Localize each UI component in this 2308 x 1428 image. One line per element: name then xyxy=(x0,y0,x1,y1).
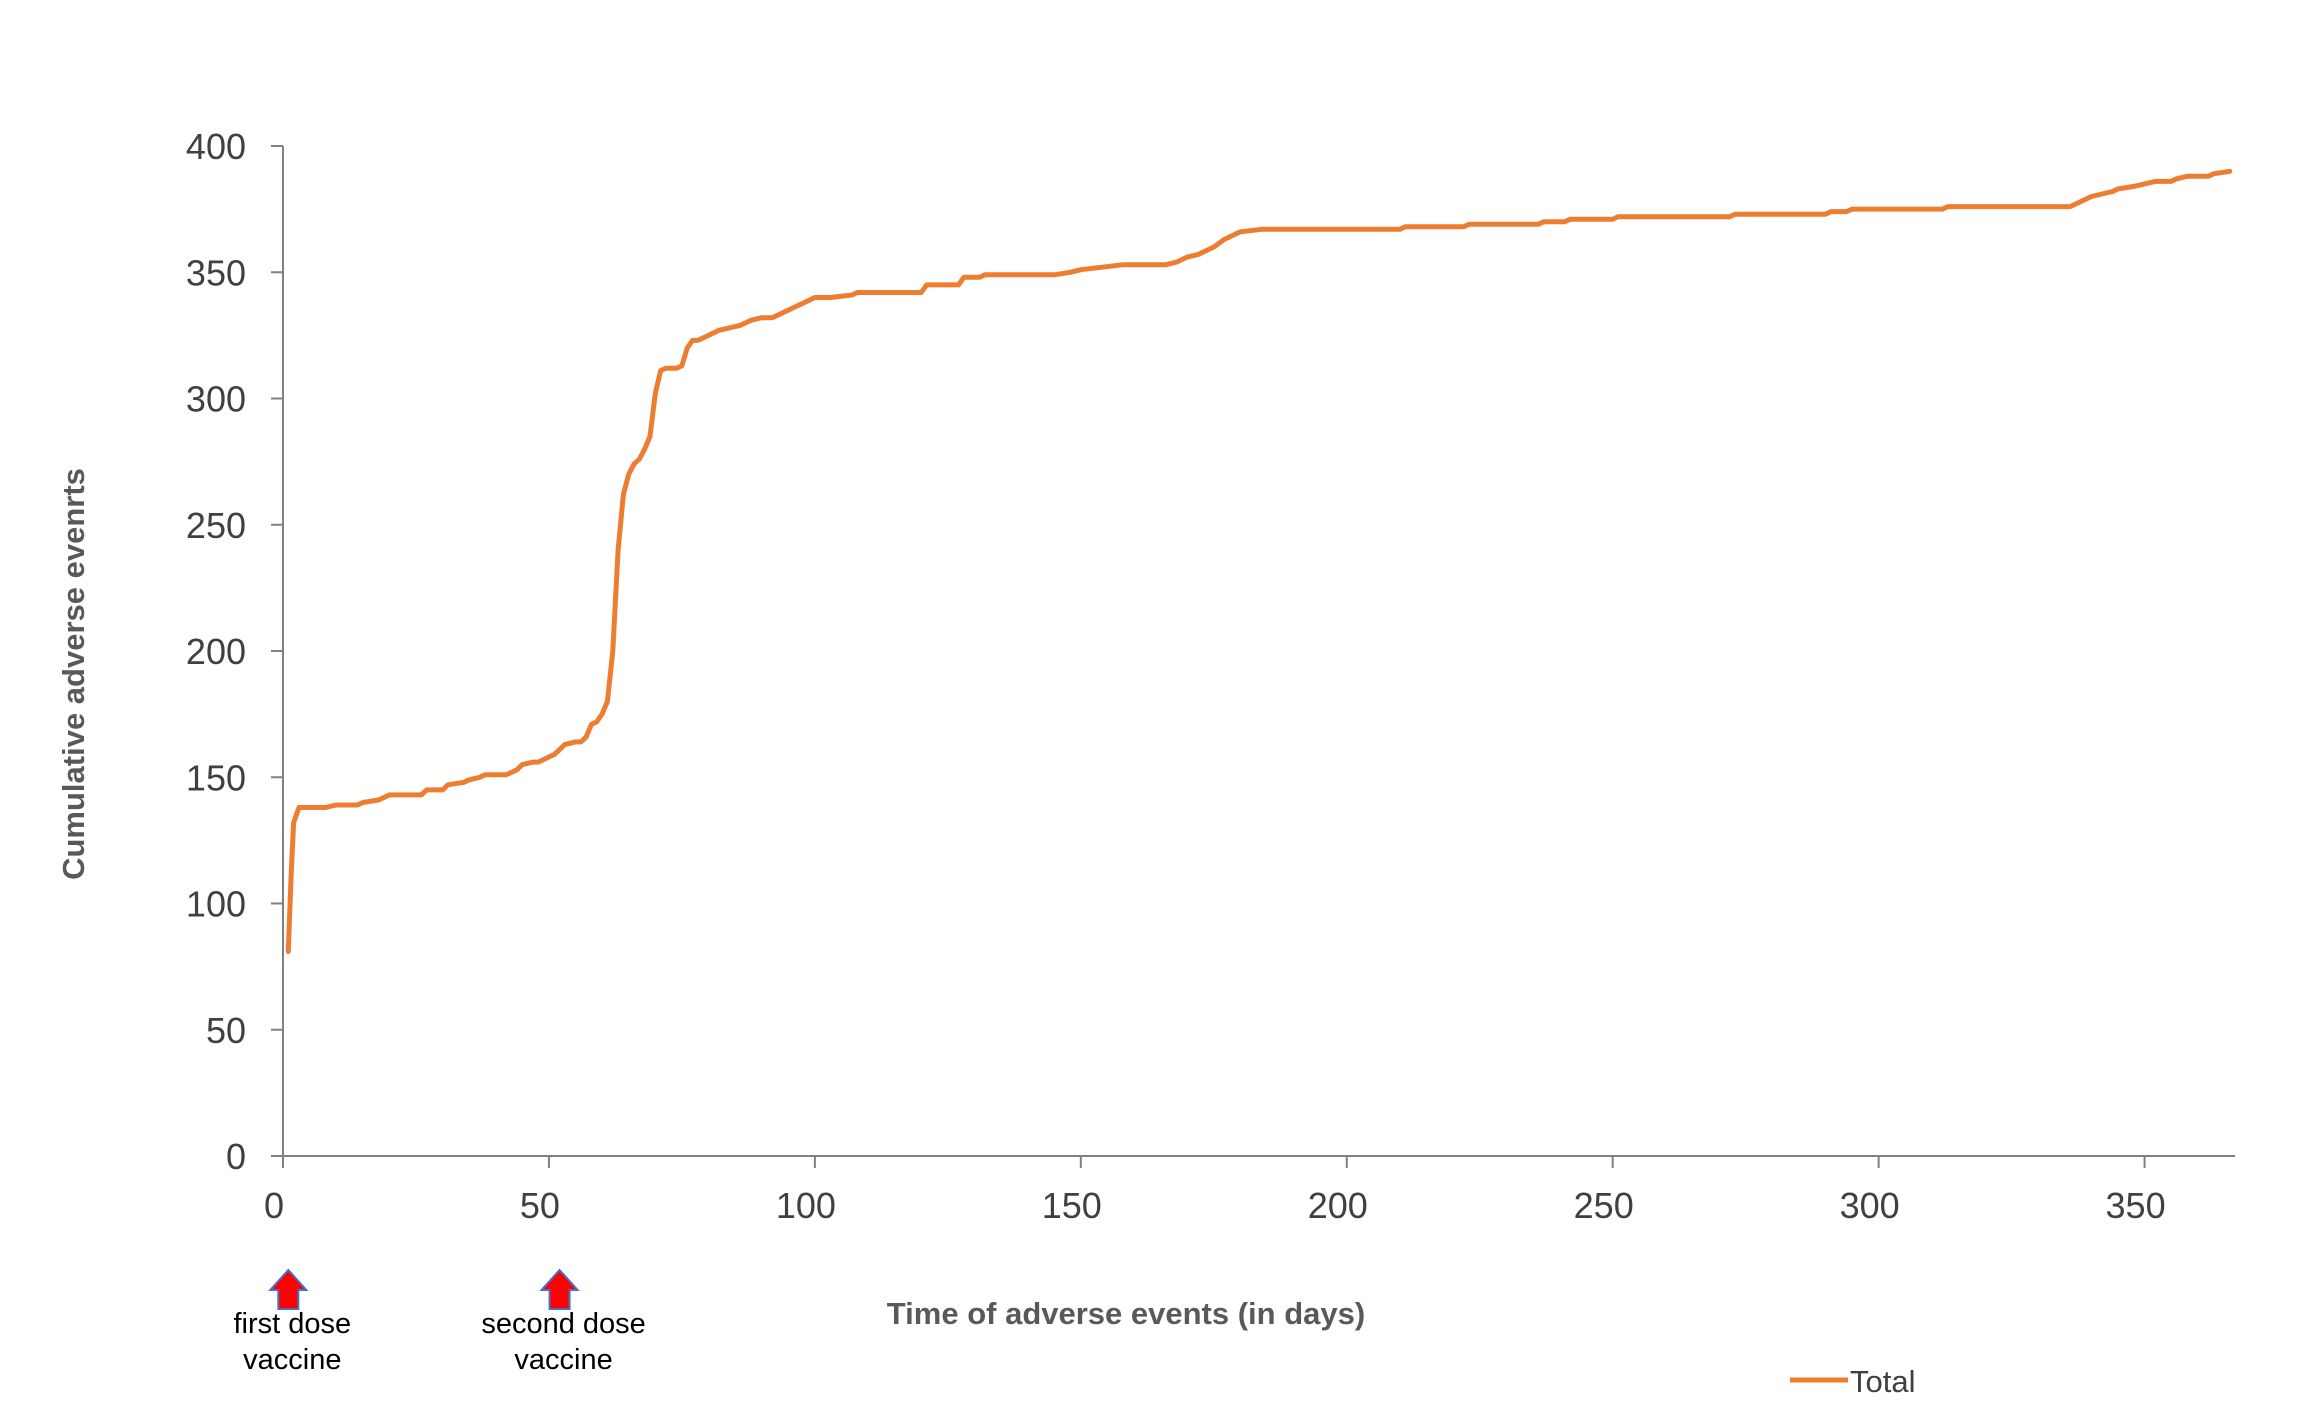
annotation-line-2: vaccine xyxy=(243,1344,341,1376)
y-axis-title: Cumulative adverse evenrts xyxy=(56,468,91,880)
y-tick-label: 400 xyxy=(186,126,246,167)
x-tick-label: 200 xyxy=(1308,1185,1368,1226)
annotation-line-2: vaccine xyxy=(514,1344,612,1376)
dose-annotation: first dose vaccine xyxy=(233,1268,351,1376)
y-tick-label: 250 xyxy=(186,505,246,546)
up-arrow-icon xyxy=(268,1268,309,1310)
legend-label-total: Total xyxy=(1850,1364,1915,1399)
x-tick-label: 100 xyxy=(776,1185,836,1226)
y-axis: 0 50 100 150 200 250 300 350 400 xyxy=(186,126,284,1177)
series-line-total xyxy=(285,168,2233,954)
y-tick-label: 100 xyxy=(186,884,246,925)
x-tick-label: 250 xyxy=(1574,1185,1634,1226)
x-tick-label: 300 xyxy=(1840,1185,1900,1226)
x-tick-label: 150 xyxy=(1042,1185,1102,1226)
x-tick-label: 50 xyxy=(520,1185,560,1226)
y-tick-label: 50 xyxy=(206,1010,246,1051)
y-tick-label: 200 xyxy=(186,631,246,672)
x-tick-label: 0 xyxy=(264,1185,284,1226)
y-tick-label: 350 xyxy=(186,252,246,293)
annotations: first dose vaccine second dose vaccine xyxy=(233,1268,646,1376)
legend: Total xyxy=(1790,1364,1915,1399)
up-arrow-icon xyxy=(539,1268,580,1310)
annotation-line-1: second dose xyxy=(481,1308,645,1340)
annotation-line-1: first dose xyxy=(233,1308,351,1340)
y-tick-label: 300 xyxy=(186,379,246,420)
y-tick-label: 150 xyxy=(186,757,246,798)
dose-annotation: second dose vaccine xyxy=(481,1268,646,1376)
x-tick-label: 350 xyxy=(2106,1185,2166,1226)
x-axis: 0 50 100 150 200 250 300 350 xyxy=(264,1155,2235,1226)
x-axis-title: Time of adverse events (in days) xyxy=(887,1296,1365,1331)
y-tick-label: 0 xyxy=(226,1136,246,1177)
